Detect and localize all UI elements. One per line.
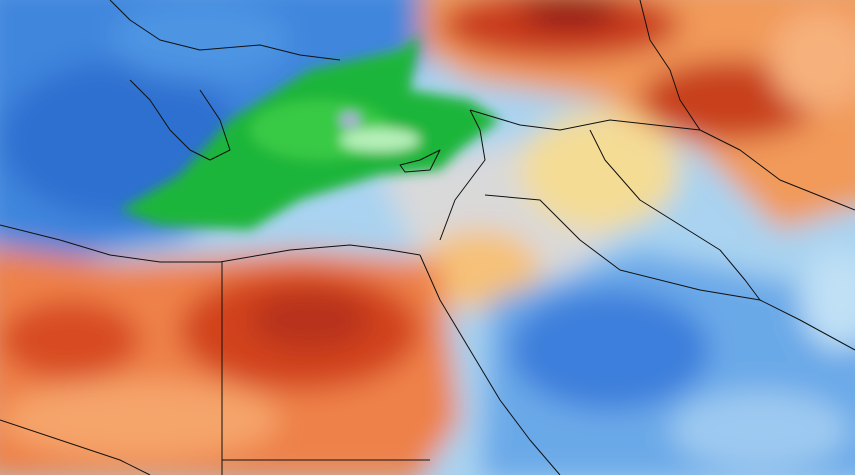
precipitation-area <box>120 35 500 230</box>
